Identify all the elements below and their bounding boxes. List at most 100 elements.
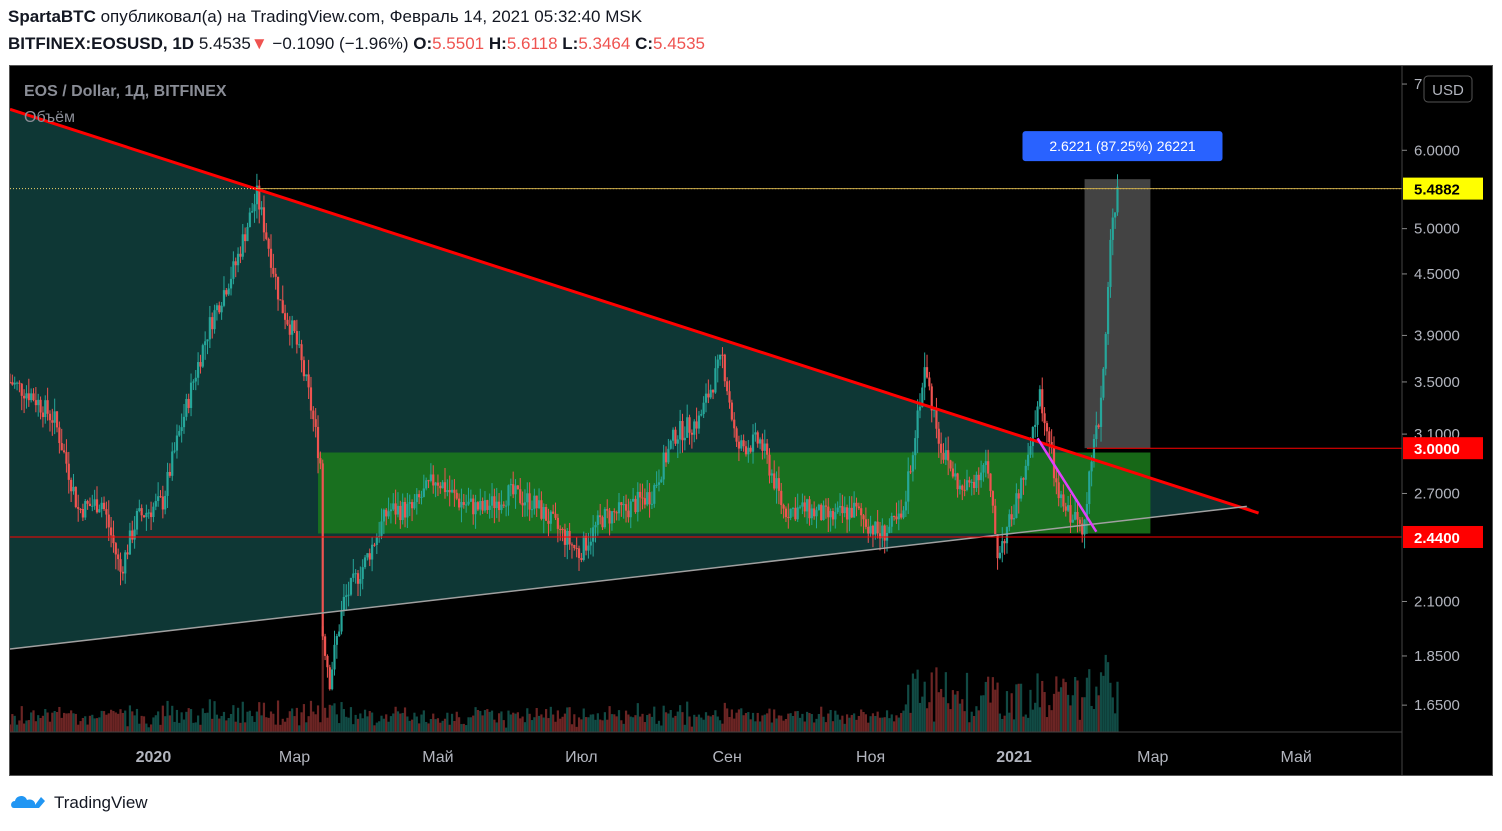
volume-bar (693, 714, 696, 732)
volume-bar (293, 716, 296, 732)
volume-bar (726, 708, 729, 732)
candle-body (220, 305, 223, 313)
candle-body (902, 510, 905, 518)
candle-body (65, 452, 68, 464)
volume-bar (1012, 719, 1016, 732)
volume-bar (681, 712, 684, 732)
candle-body (194, 377, 197, 382)
candle-body (780, 490, 783, 505)
measure-box[interactable] (1084, 179, 1151, 449)
candle-body (1111, 217, 1114, 240)
candle-body (171, 451, 174, 476)
volume-bar (773, 709, 776, 732)
volume-bar (836, 714, 839, 732)
candle-body (954, 473, 957, 477)
volume-bar (321, 626, 324, 732)
candle-body (102, 502, 106, 510)
candle-body (281, 300, 284, 314)
volume-bar (909, 712, 912, 732)
candle-body (620, 502, 623, 506)
volume-bar (314, 714, 317, 732)
candle-body (801, 502, 804, 507)
volume-bar (721, 723, 724, 732)
candle-body (975, 474, 978, 488)
resistance-trendline[interactable] (10, 107, 1260, 515)
volume-bar (192, 722, 195, 732)
candle-body (133, 529, 136, 540)
currency-button[interactable] (1423, 75, 1473, 103)
candle-body (594, 525, 597, 528)
volume-bar (284, 721, 287, 732)
candle-body (669, 440, 672, 449)
candle-body (206, 339, 209, 342)
volume-bar (711, 715, 715, 732)
volume-bar (573, 714, 576, 732)
candle-body (481, 500, 484, 511)
volume-bar (95, 718, 99, 732)
candle-body (768, 454, 771, 476)
volume-bar (251, 716, 254, 732)
candle-body (307, 374, 310, 388)
volume-bar (347, 717, 350, 732)
volume-bar (787, 713, 790, 732)
candle-body (770, 473, 773, 476)
candle-body (429, 474, 432, 481)
candle-body (251, 211, 254, 213)
candle-body (1106, 286, 1110, 335)
volume-bar (131, 711, 134, 732)
candle-body (474, 502, 477, 515)
volume-bar (657, 720, 661, 732)
magenta-trendline[interactable] (1036, 437, 1098, 533)
candle-body (641, 497, 644, 499)
candle-body (608, 510, 611, 524)
candle-body (418, 494, 421, 498)
x-tick-label: Сен (713, 749, 742, 766)
candle-body (124, 552, 127, 574)
candle-body (589, 541, 592, 546)
volume-bar (862, 711, 865, 732)
candle-body (490, 496, 494, 506)
volume-bar (55, 712, 59, 732)
volume-bar (587, 717, 590, 732)
volume-bar (996, 682, 999, 732)
candle-body (918, 406, 922, 411)
candle-body (382, 509, 385, 522)
candle-body (161, 496, 164, 510)
price-chart[interactable]: 2.6221 (87.25%) 26221 7 6.0000 5.0000 4.500… (10, 66, 1492, 775)
candle-body (81, 508, 84, 518)
volume-bar (897, 717, 900, 732)
volume-bar (166, 700, 169, 732)
volume-bar (394, 706, 397, 732)
volume-bar (307, 716, 310, 732)
candle-body (754, 432, 757, 435)
support-trendline[interactable] (10, 505, 1247, 650)
candle-body (1092, 438, 1096, 462)
volume-bar (157, 711, 160, 732)
volume-bar (853, 713, 856, 732)
volume-bar (634, 715, 637, 732)
candle-body (255, 185, 258, 205)
volume-bar (639, 716, 642, 732)
close-value: 5.4535 (653, 34, 706, 53)
candle-body (580, 558, 583, 560)
candle-body (465, 504, 468, 506)
candle-body (1001, 541, 1004, 553)
price-axis[interactable] (1402, 66, 1492, 775)
candle-body (347, 594, 350, 596)
author-name[interactable]: SpartaBTC (8, 7, 96, 26)
currency-label[interactable]: USD (1432, 82, 1464, 99)
volume-bar (305, 722, 308, 732)
candle-body (422, 488, 425, 497)
volume-bar (206, 712, 209, 732)
measure-label-box (1022, 131, 1223, 162)
candle-body (77, 507, 80, 509)
candle-body (140, 508, 143, 516)
candle-body (982, 464, 985, 473)
candle-body (923, 367, 926, 388)
candle-body (469, 498, 472, 502)
volume-bar (970, 711, 973, 732)
volume-bar (563, 713, 567, 732)
volume-bar (291, 708, 294, 732)
tradingview-footer[interactable]: TradingView (10, 792, 148, 814)
candle-body (145, 512, 148, 518)
